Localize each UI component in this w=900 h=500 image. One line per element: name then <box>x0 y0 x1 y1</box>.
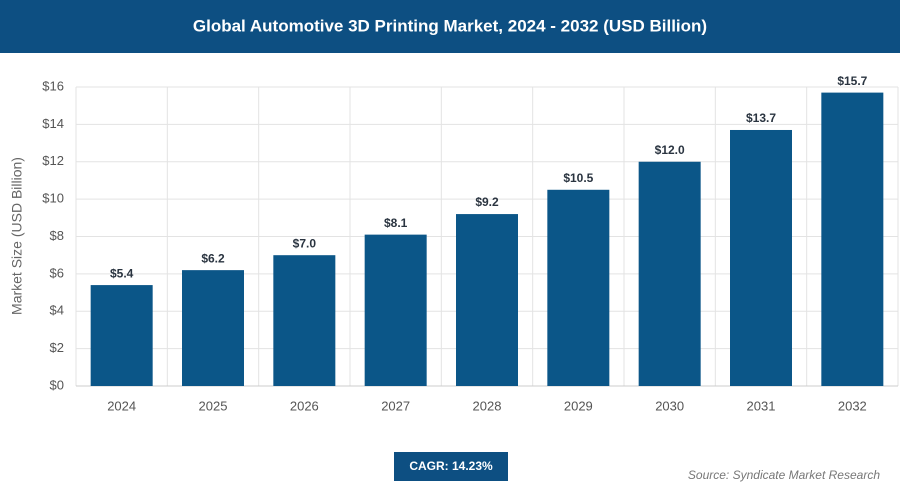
source-note: Source: Syndicate Market Research <box>688 468 880 482</box>
bar <box>547 189 610 386</box>
cagr-box <box>394 452 508 481</box>
x-tick-label: 2026 <box>290 398 319 413</box>
y-tick-label: $10 <box>42 191 64 206</box>
x-tick-label: 2024 <box>107 398 136 413</box>
y-axis-label: Market Size (USD Billion) <box>9 157 25 315</box>
bar <box>456 214 518 386</box>
y-tick-label: $2 <box>50 340 64 355</box>
value-label: $13.7 <box>746 111 776 125</box>
bar <box>638 161 701 386</box>
bar <box>364 234 427 386</box>
bar <box>182 270 244 386</box>
bar <box>90 285 153 386</box>
value-label: $7.0 <box>293 236 317 250</box>
value-label: $10.5 <box>563 171 593 185</box>
value-label: $5.4 <box>110 266 134 280</box>
bar <box>730 129 792 386</box>
value-label: $9.2 <box>475 195 499 209</box>
bar <box>273 255 336 386</box>
value-label: $12.0 <box>655 143 685 157</box>
y-tick-label: $0 <box>50 377 64 392</box>
value-label: $8.1 <box>384 216 408 230</box>
x-tick-label: 2027 <box>381 398 410 413</box>
y-tick-label: $6 <box>50 265 64 280</box>
x-tick-label: 2032 <box>838 398 867 413</box>
y-tick-label: $4 <box>50 303 64 318</box>
value-label: $15.7 <box>837 74 867 88</box>
y-tick-label: $14 <box>42 116 64 131</box>
x-tick-label: 2031 <box>747 398 776 413</box>
title-banner <box>0 0 900 53</box>
y-tick-label: $12 <box>42 153 64 168</box>
value-label: $6.2 <box>201 251 225 265</box>
x-tick-label: 2029 <box>564 398 593 413</box>
y-tick-label: $8 <box>50 228 64 243</box>
bar <box>821 92 884 386</box>
chart-title: Global Automotive 3D Printing Market, 20… <box>193 16 707 35</box>
x-tick-label: 2025 <box>199 398 228 413</box>
x-tick-label: 2030 <box>655 398 684 413</box>
y-tick-label: $16 <box>42 78 64 93</box>
x-tick-label: 2028 <box>473 398 502 413</box>
cagr-label: CAGR: 14.23% <box>409 459 493 473</box>
